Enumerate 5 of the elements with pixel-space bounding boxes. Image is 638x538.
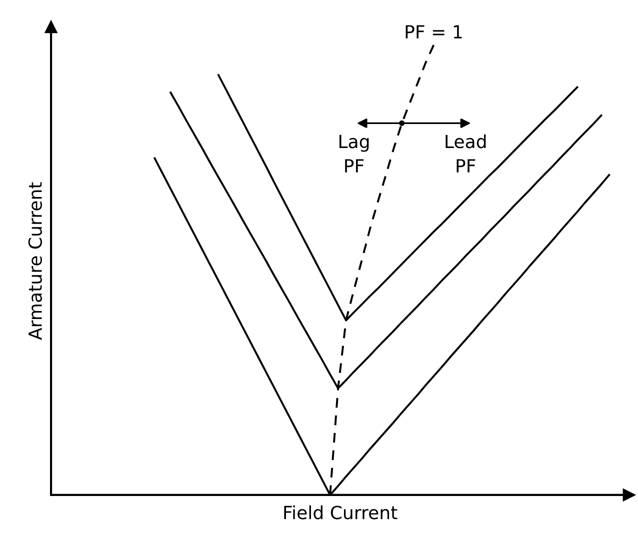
text: PF = 1	[406, 25, 462, 38]
annotation: Lead PF	[446, 134, 486, 172]
x-axis-title: Field Current	[284, 505, 398, 520]
y-axis-title: Armature Current	[28, 182, 42, 340]
annotation: Lag PF	[339, 134, 369, 172]
